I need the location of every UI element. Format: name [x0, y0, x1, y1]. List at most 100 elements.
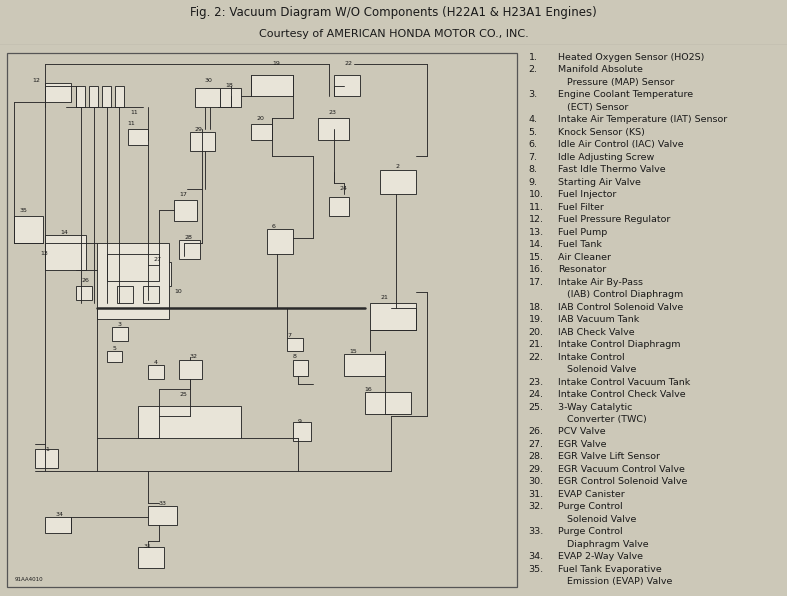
- Bar: [293, 359, 308, 376]
- Text: 18: 18: [226, 83, 233, 88]
- Text: 23: 23: [329, 110, 337, 115]
- Text: 13.: 13.: [529, 228, 544, 237]
- Text: 32.: 32.: [529, 502, 544, 511]
- Text: 16.: 16.: [529, 265, 544, 274]
- Text: Courtesy of AMERICAN HONDA MOTOR CO., INC.: Courtesy of AMERICAN HONDA MOTOR CO., IN…: [259, 29, 528, 39]
- Bar: [267, 229, 293, 254]
- Bar: [194, 88, 220, 107]
- Text: Intake Control Check Valve: Intake Control Check Valve: [558, 390, 685, 399]
- Text: PCV Valve: PCV Valve: [558, 427, 605, 436]
- Text: Fuel Pressure Regulator: Fuel Pressure Regulator: [558, 215, 670, 224]
- Bar: [97, 243, 169, 319]
- Text: 6: 6: [272, 224, 276, 229]
- Bar: [251, 123, 272, 140]
- Text: Heated Oxygen Sensor (HO2S): Heated Oxygen Sensor (HO2S): [558, 53, 704, 62]
- Text: 9: 9: [297, 420, 301, 424]
- Text: Starting Air Valve: Starting Air Valve: [558, 178, 641, 187]
- Text: 7: 7: [287, 333, 291, 337]
- Text: EGR Valve: EGR Valve: [558, 440, 606, 449]
- Bar: [107, 352, 123, 362]
- Bar: [89, 86, 98, 107]
- Text: 30.: 30.: [529, 477, 544, 486]
- Text: 34.: 34.: [529, 552, 544, 561]
- Text: Fuel Injector: Fuel Injector: [558, 190, 616, 199]
- Bar: [334, 75, 360, 97]
- Text: Idle Adjusting Screw: Idle Adjusting Screw: [558, 153, 654, 162]
- Text: IAB Check Valve: IAB Check Valve: [558, 328, 634, 337]
- Bar: [45, 235, 87, 270]
- Text: 25: 25: [179, 392, 187, 398]
- Text: 9.: 9.: [529, 178, 538, 187]
- Text: 26.: 26.: [529, 427, 544, 436]
- Text: Intake Control Diaphragm: Intake Control Diaphragm: [558, 340, 680, 349]
- Bar: [45, 517, 71, 533]
- Text: 8: 8: [293, 355, 297, 359]
- Text: Intake Control: Intake Control: [558, 353, 624, 362]
- Text: 33.: 33.: [529, 527, 544, 536]
- Text: EVAP 2-Way Valve: EVAP 2-Way Valve: [558, 552, 643, 561]
- Bar: [143, 286, 159, 303]
- Text: Fuel Tank: Fuel Tank: [558, 240, 601, 249]
- Bar: [380, 170, 416, 194]
- Text: Solenoid Valve: Solenoid Valve: [558, 515, 636, 524]
- Text: 22.: 22.: [529, 353, 544, 362]
- Text: 25.: 25.: [529, 402, 544, 411]
- Text: 19.: 19.: [529, 315, 544, 324]
- Text: Fuel Tank Evaporative: Fuel Tank Evaporative: [558, 565, 661, 574]
- Text: Emission (EVAP) Valve: Emission (EVAP) Valve: [558, 578, 672, 586]
- Text: 12: 12: [32, 77, 40, 83]
- Bar: [138, 547, 164, 569]
- Text: 4.: 4.: [529, 116, 538, 125]
- Bar: [287, 338, 303, 352]
- Bar: [293, 422, 311, 441]
- Text: (ECT) Sensor: (ECT) Sensor: [558, 103, 628, 112]
- Text: 24.: 24.: [529, 390, 544, 399]
- Text: 17.: 17.: [529, 278, 544, 287]
- Text: 3.: 3.: [529, 91, 538, 100]
- Text: EGR Control Solenoid Valve: EGR Control Solenoid Valve: [558, 477, 687, 486]
- Text: 17: 17: [179, 192, 187, 197]
- Text: 10: 10: [174, 289, 182, 294]
- Bar: [76, 286, 91, 300]
- Text: Fuel Filter: Fuel Filter: [558, 203, 604, 212]
- Text: 24: 24: [339, 186, 347, 191]
- Text: 20: 20: [257, 116, 264, 120]
- Text: 23.: 23.: [529, 377, 544, 387]
- Text: 11.: 11.: [529, 203, 544, 212]
- Text: 28.: 28.: [529, 452, 544, 461]
- Text: EGR Vacuum Control Valve: EGR Vacuum Control Valve: [558, 465, 685, 474]
- Text: Diaphragm Valve: Diaphragm Valve: [558, 540, 648, 549]
- Text: 2.: 2.: [529, 66, 538, 74]
- Bar: [115, 86, 124, 107]
- Text: Fig. 2: Vacuum Diagram W/O Components (H22A1 & H23A1 Engines): Fig. 2: Vacuum Diagram W/O Components (H…: [190, 6, 597, 19]
- Text: Fast Idle Thermo Valve: Fast Idle Thermo Valve: [558, 165, 665, 174]
- Text: IAB Control Solenoid Valve: IAB Control Solenoid Valve: [558, 303, 683, 312]
- Text: 13: 13: [40, 252, 48, 256]
- Bar: [76, 86, 85, 107]
- Text: 28: 28: [184, 235, 192, 240]
- Bar: [148, 365, 164, 378]
- Text: 15.: 15.: [529, 253, 544, 262]
- Text: EVAP Canister: EVAP Canister: [558, 490, 624, 499]
- Text: 27.: 27.: [529, 440, 544, 449]
- Text: 7.: 7.: [529, 153, 538, 162]
- Text: 21: 21: [380, 294, 388, 300]
- Bar: [220, 88, 241, 107]
- Text: 4: 4: [153, 360, 157, 365]
- Bar: [319, 118, 349, 140]
- Text: 6.: 6.: [529, 140, 538, 150]
- Text: 14: 14: [61, 229, 68, 235]
- Text: 32: 32: [190, 355, 198, 359]
- Bar: [179, 359, 202, 378]
- Text: 15: 15: [349, 349, 357, 354]
- Bar: [370, 303, 416, 330]
- Text: 1: 1: [45, 446, 49, 452]
- Bar: [344, 354, 386, 376]
- Bar: [113, 327, 127, 340]
- Text: 16: 16: [365, 387, 372, 392]
- Text: 3-Way Catalytic: 3-Way Catalytic: [558, 402, 632, 411]
- Text: 29.: 29.: [529, 465, 544, 474]
- Text: 31: 31: [143, 544, 151, 549]
- Bar: [107, 254, 159, 281]
- Text: 10.: 10.: [529, 190, 544, 199]
